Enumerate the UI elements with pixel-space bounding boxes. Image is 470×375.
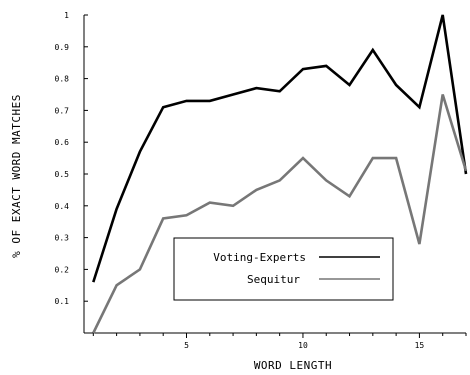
y-tick-label: 0.5 — [55, 170, 70, 179]
series-line-sequitur — [92, 94, 468, 334]
legend-label-voting-experts: Voting-Experts — [213, 251, 306, 264]
legend: Voting-Experts Sequitur — [173, 237, 394, 301]
y-axis-ticks: 0.1 0.2 0.3 0.4 0.5 0.6 0.7 0.8 0.9 1 — [55, 11, 88, 306]
legend-box — [173, 237, 394, 301]
x-tick-label: 5 — [184, 341, 189, 350]
legend-label-sequitur: Sequitur — [247, 273, 300, 286]
x-axis-label: WORD LENGTH — [254, 359, 332, 372]
series-layer — [92, 14, 468, 334]
y-tick-label: 0.9 — [55, 43, 70, 52]
x-tick-label: 15 — [415, 341, 425, 350]
y-tick-label: 0.7 — [55, 106, 70, 115]
series-line-voting-experts — [92, 14, 468, 283]
y-tick-label: 0.3 — [55, 234, 70, 243]
x-tick-label: 10 — [298, 341, 308, 350]
y-tick-label: 0.6 — [55, 138, 70, 147]
y-tick-label: 0.1 — [55, 297, 70, 306]
y-tick-label: 0.2 — [55, 265, 70, 274]
y-tick-label: 1 — [64, 11, 69, 20]
y-tick-label: 0.4 — [55, 202, 70, 211]
y-tick-label: 0.8 — [55, 75, 70, 84]
y-axis-label: % OF EXACT WORD MATCHES — [10, 94, 23, 258]
x-axis-ticks: 5 10 15 — [92, 333, 467, 350]
